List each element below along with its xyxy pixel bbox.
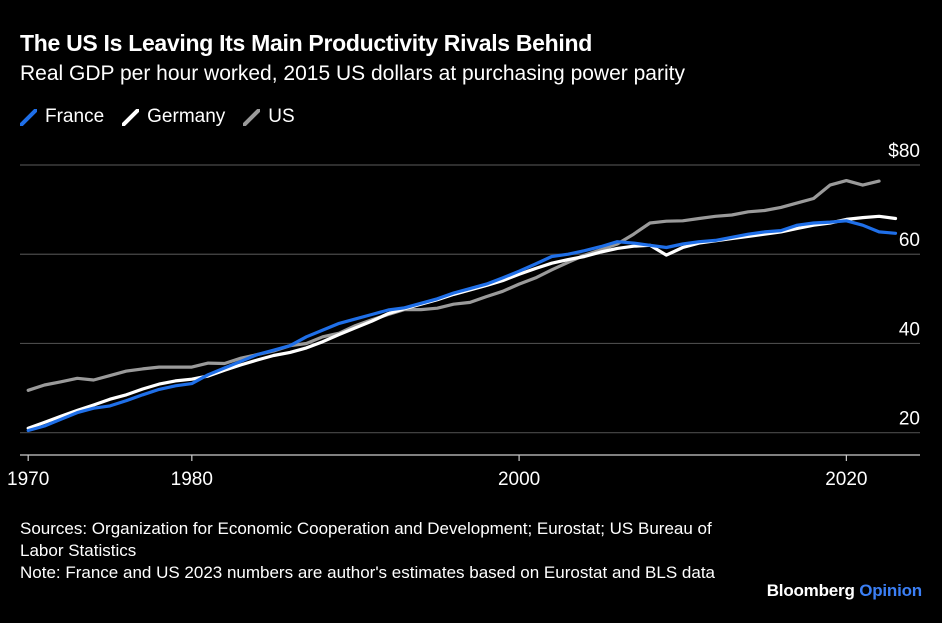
legend-line-us — [243, 108, 261, 126]
series-line-germany — [26, 214, 898, 430]
chart-title: The US Is Leaving Its Main Productivity … — [20, 30, 593, 56]
series-line-france — [26, 219, 898, 433]
legend-item-france: France — [20, 106, 104, 128]
x-tick-label-1980: 1980 — [171, 469, 213, 490]
legend: France Germany US — [20, 106, 313, 128]
bloomberg-opinion-logo: Bloomberg Opinion — [767, 581, 922, 601]
legend-label-us: US — [268, 106, 295, 127]
chart-subtitle: Real GDP per hour worked, 2015 US dollar… — [20, 62, 685, 85]
series-line-us — [26, 179, 881, 392]
legend-item-us: US — [243, 106, 295, 128]
brand-name: Bloomberg — [766, 581, 855, 600]
y-tick-label-40: 40 — [899, 319, 920, 340]
legend-swatch-france — [20, 108, 37, 126]
y-tick-label-80: $80 — [888, 141, 920, 162]
sources-text: Sources: Organization for Economic Coope… — [20, 519, 712, 560]
y-tick-label-20: 20 — [899, 409, 920, 430]
brand-suffix: Opinion — [859, 581, 922, 600]
x-tick-label-1970: 1970 — [7, 469, 49, 490]
legend-line-germany — [122, 108, 140, 126]
x-tick-label-2020: 2020 — [825, 469, 867, 490]
note-text: Note: France and US 2023 numbers are aut… — [20, 563, 715, 582]
legend-line-france — [20, 108, 37, 126]
legend-swatch-germany — [122, 108, 140, 126]
legend-swatch-us — [243, 108, 261, 126]
legend-item-germany: Germany — [122, 106, 225, 128]
chart-footer: Sources: Organization for Economic Coope… — [20, 518, 740, 584]
y-tick-label-60: 60 — [899, 230, 920, 251]
x-tick-label-2000: 2000 — [498, 469, 540, 490]
legend-label-germany: Germany — [147, 106, 226, 127]
legend-label-france: France — [45, 106, 105, 127]
